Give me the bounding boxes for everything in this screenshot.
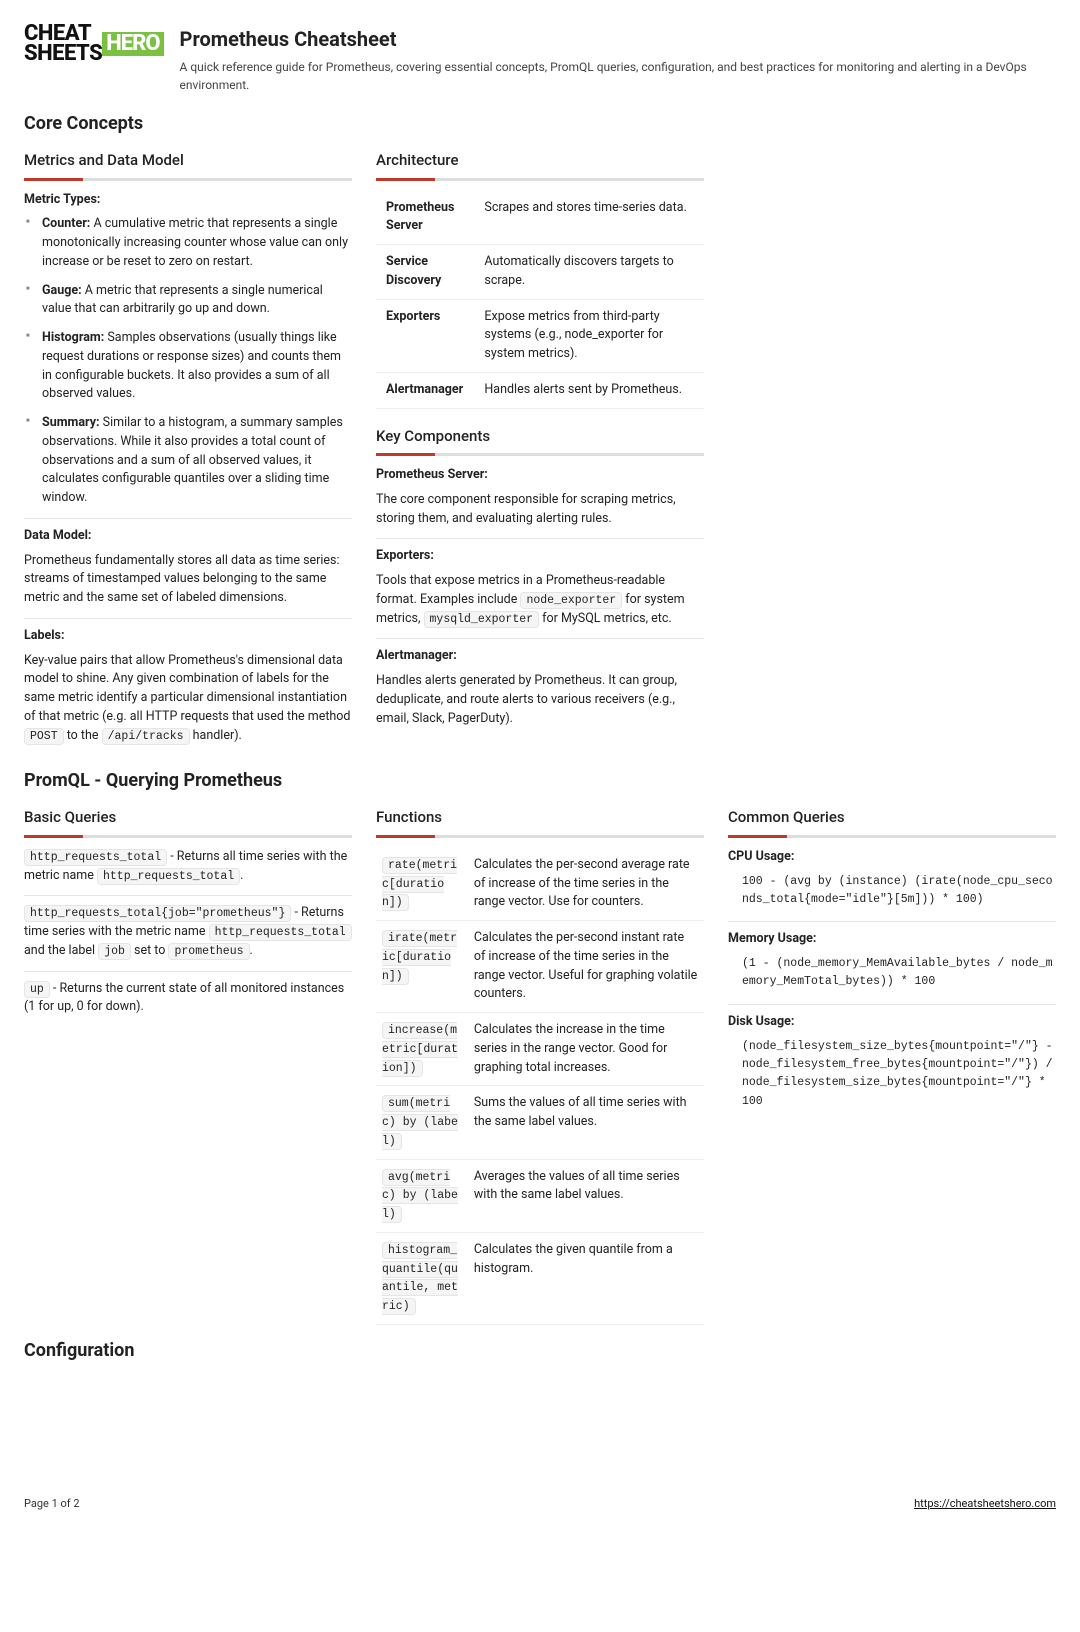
code-inline: avg(metric) by (label) [382,1169,458,1224]
page-footer: Page 1 of 2 https://cheatsheetshero.com [0,1486,1080,1527]
footer-link[interactable]: https://cheatsheetshero.com [914,1496,1056,1513]
logo: CHEAT SHEETS HERO [24,24,164,94]
section-configuration: Configuration [24,1337,1056,1364]
query-line: http_requests_total{job="prometheus"} - … [24,904,352,960]
accent-line [376,178,704,181]
key-components-card: Prometheus Server: The core component re… [376,466,704,728]
cpu-heading: CPU Usage: [728,848,1056,867]
logo-line2: SHEETS [24,44,102,64]
code-inline: irate(metric[duration]) [382,930,457,985]
code-inline: prometheus [168,943,249,960]
data-model-text: Prometheus fundamentally stores all data… [24,552,352,608]
subsection-basic-queries: Basic Queries [24,806,352,829]
code-block: (1 - (node_memory_MemAvailable_bytes / n… [742,955,1056,992]
mem-heading: Memory Usage: [728,930,1056,949]
code-inline: increase(metric[duration]) [382,1022,458,1077]
code-inline: POST [24,728,64,745]
list-item: Histogram: Samples observations (usually… [24,329,352,404]
metric-types-heading: Metric Types: [24,191,352,210]
logo-hero: HERO [102,32,163,56]
kc-server-text: The core component responsible for scrap… [376,491,704,529]
common-queries-card: CPU Usage: 100 - (avg by (instance) (ira… [728,848,1056,1111]
table-row: sum(metric) by (label)Sums the values of… [376,1086,704,1159]
code-inline: up [24,981,50,998]
accent-line [376,835,704,838]
page-header: CHEAT SHEETS HERO Prometheus Cheatsheet … [24,24,1056,94]
subsection-architecture: Architecture [376,149,704,172]
subsection-common-queries: Common Queries [728,806,1056,829]
subsection-metrics: Metrics and Data Model [24,149,352,172]
header-text: Prometheus Cheatsheet A quick reference … [180,24,1056,94]
table-row: Prometheus ServerScrapes and stores time… [376,191,704,245]
code-inline: sum(metric) by (label) [382,1095,458,1150]
kc-server-heading: Prometheus Server: [376,466,704,485]
code-inline: mysqld_exporter [424,611,540,628]
section-promql: PromQL - Querying Prometheus [24,767,1056,794]
table-row: Service DiscoveryAutomatically discovers… [376,245,704,300]
metric-types-list: Counter: A cumulative metric that repres… [24,215,352,508]
accent-line [24,835,352,838]
code-inline: http_requests_total{job="prometheus"} [24,905,291,922]
section-core-concepts: Core Concepts [24,110,1056,137]
labels-text: Key-value pairs that allow Prometheus's … [24,652,352,746]
kc-exporters-heading: Exporters: [376,547,704,566]
table-row: ExportersExpose metrics from third-party… [376,299,704,372]
subsection-key-components: Key Components [376,425,704,448]
kc-alert-text: Handles alerts generated by Prometheus. … [376,672,704,728]
accent-line [24,178,352,181]
functions-table: rate(metric[duration])Calculates the per… [376,848,704,1325]
code-inline: rate(metric[duration]) [382,857,457,912]
kc-alert-heading: Alertmanager: [376,647,704,666]
code-block: (node_filesystem_size_bytes{mountpoint="… [742,1038,1056,1112]
list-item: Gauge: A metric that represents a single… [24,282,352,320]
metrics-card: Metric Types: Counter: A cumulative metr… [24,191,352,746]
code-inline: histogram_quantile(quantile, metric) [382,1242,458,1315]
code-inline: node_exporter [520,592,622,609]
code-inline: http_requests_total [24,849,167,866]
disk-heading: Disk Usage: [728,1013,1056,1032]
basic-queries-card: http_requests_total - Returns all time s… [24,848,352,1017]
table-row: increase(metric[duration])Calculates the… [376,1013,704,1086]
page-title: Prometheus Cheatsheet [180,24,1056,54]
table-row: histogram_quantile(quantile, metric)Calc… [376,1232,704,1324]
code-inline: http_requests_total [209,924,352,941]
data-model-heading: Data Model: [24,527,352,546]
kc-exporters-text: Tools that expose metrics in a Prometheu… [376,572,704,628]
labels-heading: Labels: [24,627,352,646]
architecture-table: Prometheus ServerScrapes and stores time… [376,191,704,409]
page-subtitle: A quick reference guide for Prometheus, … [180,58,1056,94]
subsection-functions: Functions [376,806,704,829]
table-row: AlertmanagerHandles alerts sent by Prome… [376,372,704,408]
code-block: 100 - (avg by (instance) (irate(node_cpu… [742,873,1056,910]
accent-line [376,453,704,456]
code-inline: /api/tracks [102,728,190,745]
query-line: up - Returns the current state of all mo… [24,980,352,1018]
table-row: avg(metric) by (label)Averages the value… [376,1159,704,1232]
query-line: http_requests_total - Returns all time s… [24,848,352,886]
list-item: Summary: Similar to a histogram, a summa… [24,414,352,508]
code-inline: job [98,943,131,960]
page-number: Page 1 of 2 [24,1496,80,1513]
table-row: irate(metric[duration])Calculates the pe… [376,921,704,1013]
code-inline: http_requests_total [97,868,240,885]
accent-line [728,835,1056,838]
table-row: rate(metric[duration])Calculates the per… [376,848,704,921]
list-item: Counter: A cumulative metric that repres… [24,215,352,271]
